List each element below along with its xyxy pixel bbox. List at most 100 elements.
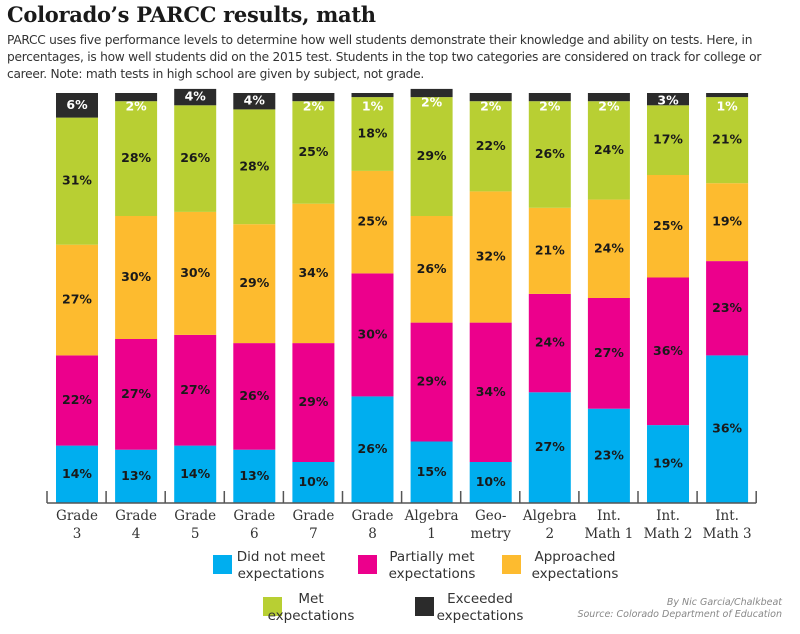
- bar-segment-approached-expectations: [233, 224, 276, 344]
- bar-segment-did-not-meet-expectations: [647, 425, 689, 503]
- bar-segment-approached-expectations: [706, 183, 749, 262]
- category-label: 4: [132, 526, 141, 542]
- bar-group-int-math-2: 19% 36% 25% 17% 3%: [647, 93, 689, 503]
- data-label: 15%: [417, 464, 447, 479]
- data-label: 34%: [476, 384, 506, 399]
- category-label: Math 1: [584, 526, 633, 542]
- data-label: 21%: [712, 132, 742, 147]
- data-label: 24%: [594, 142, 624, 157]
- credit: By Nic Garcia/Chalkbeat Source: Colorado…: [577, 597, 782, 621]
- bar-group-grade-7: 10% 29% 34% 25% 2%: [292, 93, 335, 503]
- bar-segment-partially-met-expectations: [647, 277, 689, 426]
- bar-segment-met-expectations: [351, 97, 394, 171]
- category-label: Int.: [715, 508, 739, 524]
- data-label: 22%: [62, 392, 92, 407]
- bar-segment-approached-expectations: [528, 207, 571, 294]
- data-label: 26%: [535, 146, 565, 161]
- bar-segment-partially-met-expectations: [410, 322, 453, 442]
- bar-group-algebra-1: 15% 29% 26% 29% 2%: [410, 88, 453, 503]
- data-label: 2%: [421, 94, 443, 109]
- data-label: 36%: [653, 343, 683, 358]
- bar-segment-approached-expectations: [115, 216, 158, 339]
- bar-segment-did-not-meet-expectations: [292, 462, 335, 503]
- data-label: 22%: [476, 138, 506, 153]
- data-label: 27%: [535, 439, 565, 454]
- bar-segment-partially-met-expectations: [174, 334, 217, 446]
- data-label: 2%: [598, 99, 620, 114]
- data-label: 29%: [239, 275, 269, 290]
- data-label: 4%: [244, 93, 266, 108]
- bar-segment-partially-met-expectations: [706, 261, 749, 356]
- bar-segment-partially-met-expectations: [233, 343, 276, 450]
- data-label: 21%: [535, 242, 565, 257]
- source-note: Source: Colorado Department of Education: [577, 609, 782, 620]
- bar-segment-exceeded-expectations: [587, 93, 630, 102]
- category-label: Algebra: [522, 508, 577, 524]
- category-label: Grade: [292, 508, 334, 524]
- bar-group-grade-3: 14% 22% 27% 31% 6%: [56, 93, 98, 503]
- data-label: 2%: [480, 99, 502, 114]
- data-label: 30%: [121, 269, 151, 284]
- legend-label: Partially met: [389, 549, 474, 565]
- category-label: Grade: [233, 508, 275, 524]
- data-label: 28%: [239, 158, 269, 173]
- category-label: Math 2: [644, 526, 693, 542]
- legend-label: expectations: [268, 608, 355, 624]
- bar-segment-met-expectations: [174, 105, 217, 212]
- data-label: 17%: [653, 132, 683, 147]
- data-label: 3%: [657, 93, 679, 108]
- category-label: Grade: [174, 508, 216, 524]
- bar-segment-exceeded-expectations: [528, 93, 571, 102]
- data-label: 10%: [476, 474, 506, 489]
- bar-segment-partially-met-expectations: [292, 343, 335, 462]
- category-label: 7: [309, 526, 318, 542]
- data-label: 2%: [125, 99, 147, 114]
- chart-title: Colorado’s PARCC results, math: [7, 2, 376, 27]
- data-label: 23%: [712, 300, 742, 315]
- data-label: 27%: [594, 345, 624, 360]
- category-label: Int.: [656, 508, 680, 524]
- bar-segment-met-expectations: [469, 101, 512, 192]
- bar-segment-did-not-meet-expectations: [174, 445, 217, 503]
- bar-segment-approached-expectations: [174, 211, 217, 335]
- category-label: Geo-: [475, 508, 506, 524]
- data-label: 29%: [298, 394, 328, 409]
- data-label: 30%: [180, 265, 210, 280]
- bar-segment-partially-met-expectations: [587, 298, 630, 409]
- bar-group-algebra-2: 27% 24% 21% 26% 2%: [528, 93, 571, 503]
- data-label: 26%: [239, 388, 269, 403]
- data-label: 28%: [121, 150, 151, 165]
- data-label: 2%: [303, 99, 325, 114]
- bar-segment-exceeded-expectations: [292, 93, 335, 102]
- bar-segment-partially-met-expectations: [56, 355, 98, 446]
- bar-segment-exceeded-expectations: [410, 88, 453, 98]
- category-label: 3: [73, 526, 82, 542]
- bar-segment-approached-expectations: [410, 216, 453, 323]
- data-label: 13%: [239, 468, 269, 483]
- category-label: 1: [427, 526, 436, 542]
- data-label: 14%: [180, 466, 210, 481]
- data-label: 23%: [594, 447, 624, 462]
- legend-label: expectations: [532, 566, 619, 582]
- bar-segment-approached-expectations: [351, 170, 394, 274]
- data-label: 24%: [535, 335, 565, 350]
- data-label: 19%: [653, 456, 683, 471]
- bar-segment-did-not-meet-expectations: [115, 449, 158, 503]
- data-label: 19%: [712, 214, 742, 229]
- bars-layer: 14%22%27%31%6% 13% 27% 30% 28% 2% 14% 27% 30% 26%…: [56, 88, 749, 503]
- bar-segment-met-expectations: [115, 101, 158, 216]
- data-label: 25%: [358, 214, 388, 229]
- bar-segment-exceeded-expectations: [647, 93, 689, 106]
- bar-segment-approached-expectations: [292, 203, 335, 344]
- bar-segment-met-expectations: [587, 101, 630, 200]
- data-label: 26%: [358, 441, 388, 456]
- data-label: 18%: [358, 126, 388, 141]
- bar-segment-partially-met-expectations: [469, 322, 512, 462]
- bar-segment-exceeded-expectations: [233, 93, 276, 110]
- bar-segment-partially-met-expectations: [351, 273, 394, 397]
- category-label: metry: [471, 526, 512, 542]
- category-label: Grade: [56, 508, 98, 524]
